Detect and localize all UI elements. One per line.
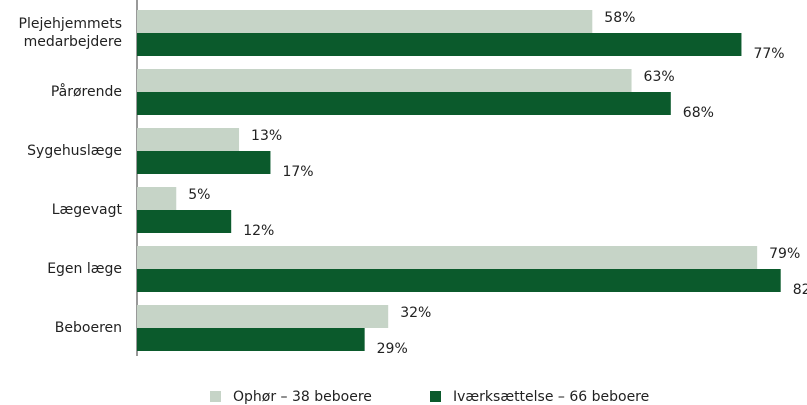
data-label: 68% [683, 105, 714, 121]
data-label: 58% [604, 10, 635, 26]
category-label-line: Plejehjemmets [19, 16, 123, 32]
bar [137, 128, 240, 151]
legend-label: Ophør – 38 beboere [233, 389, 372, 405]
bar [137, 246, 758, 269]
bar [137, 10, 593, 33]
category-label: Sygehuslæge [27, 143, 122, 159]
bar [137, 151, 271, 174]
data-label: 77% [753, 46, 784, 62]
bar [137, 210, 232, 233]
bar [137, 69, 632, 92]
data-label: 12% [243, 223, 274, 239]
bar [137, 187, 177, 210]
data-label: 63% [644, 69, 675, 85]
legend-swatch [430, 391, 441, 402]
bar [137, 92, 671, 115]
category-label: Pårørende [51, 83, 122, 100]
bar [137, 328, 365, 351]
data-label: 82% [793, 282, 807, 298]
data-label: 17% [282, 164, 313, 180]
category-label: Lægevagt [52, 202, 123, 218]
data-label: 79% [769, 246, 800, 262]
bar [137, 33, 742, 56]
category-label: Egen læge [47, 261, 122, 277]
category-label-line: medarbejdere [24, 34, 122, 50]
data-label: 5% [188, 187, 210, 203]
legend-label: Iværksættelse – 66 beboere [453, 389, 649, 405]
bar [137, 269, 781, 292]
bar [137, 305, 389, 328]
data-label: 13% [251, 128, 282, 144]
data-label: 32% [400, 305, 431, 321]
legend-swatch [210, 391, 221, 402]
category-label: Beboeren [55, 320, 122, 336]
category-label: Plejehjemmets medarbejdere [19, 16, 123, 50]
data-label: 29% [377, 341, 408, 357]
